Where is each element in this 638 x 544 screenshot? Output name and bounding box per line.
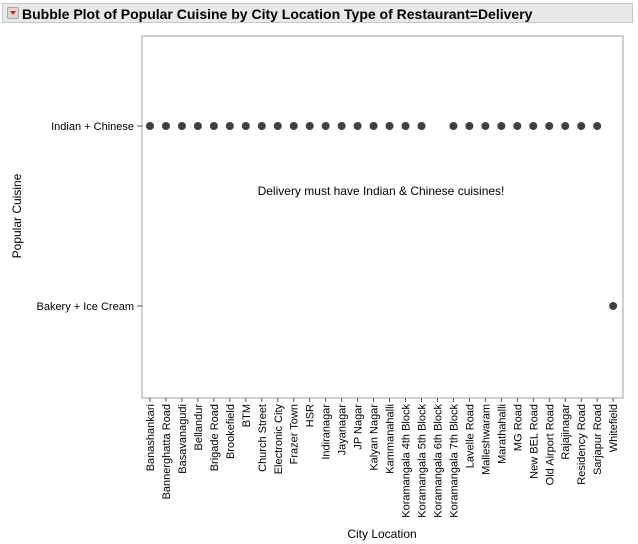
data-point[interactable] <box>161 122 170 130</box>
data-point[interactable] <box>481 122 490 130</box>
data-point[interactable] <box>369 122 378 130</box>
report-title: Bubble Plot of Popular Cuisine by City L… <box>22 6 533 22</box>
x-axis-title: City Location <box>347 527 416 541</box>
x-tick-label: BTM <box>241 404 253 427</box>
report-title-bar: Bubble Plot of Popular Cuisine by City L… <box>2 3 633 23</box>
data-point[interactable] <box>465 122 474 130</box>
data-point[interactable] <box>561 122 570 130</box>
x-tick-label: Koramangala 4th Block <box>401 404 413 518</box>
red-triangle-menu-icon[interactable] <box>7 7 19 19</box>
y-axis-title: Popular Cuisine <box>10 173 24 258</box>
data-point[interactable] <box>529 122 538 130</box>
data-point[interactable] <box>273 122 282 130</box>
annotation-text: Delivery must have Indian & Chinese cuis… <box>258 184 505 198</box>
x-tick-label: Frazer Town <box>289 404 301 464</box>
x-tick-label: Jayanagar <box>337 404 349 456</box>
x-tick-label: Residency Road <box>576 404 588 485</box>
x-tick-label: Koramangala 5th Block <box>416 404 428 518</box>
x-tick-label: Bannerghatta Road <box>161 404 173 499</box>
data-point[interactable] <box>193 122 202 130</box>
data-point[interactable] <box>146 122 154 130</box>
x-tick-label: Malleshwaram <box>480 404 492 475</box>
x-tick-label: Basavanagudi <box>177 404 189 474</box>
x-tick-label: Brigade Road <box>209 404 221 471</box>
x-tick-label: Brookefield <box>225 404 237 459</box>
data-point[interactable] <box>577 122 586 130</box>
x-tick-label: Kammanahalli <box>385 404 397 474</box>
data-point[interactable] <box>353 122 362 130</box>
x-tick-label: Electronic City <box>273 404 285 475</box>
data-point[interactable] <box>449 122 458 130</box>
data-point[interactable] <box>289 122 298 130</box>
x-tick-label: Bellandur <box>193 404 205 451</box>
x-tick-label: Koramangala 6th Block <box>432 404 444 518</box>
x-tick-label: Rajajinagar <box>560 404 572 460</box>
data-point[interactable] <box>417 122 426 130</box>
data-point[interactable] <box>241 122 250 130</box>
data-point[interactable] <box>321 122 330 130</box>
data-point[interactable] <box>257 122 266 130</box>
data-point[interactable] <box>497 122 506 130</box>
x-tick-label: Marathahalli <box>496 404 508 464</box>
x-tick-label: Indiranagar <box>321 404 333 460</box>
x-tick-label: Church Street <box>257 404 269 472</box>
x-tick-label: Old Airport Road <box>544 404 556 485</box>
x-tick-label: MG Road <box>512 404 524 451</box>
data-point[interactable] <box>337 122 346 130</box>
x-tick-label: Banashankari <box>145 404 157 471</box>
data-point[interactable] <box>305 122 314 130</box>
x-tick-label: HSR <box>305 404 317 427</box>
x-tick-label: Sarjapur Road <box>592 404 604 475</box>
y-tick-label: Indian + Chinese <box>51 121 134 133</box>
data-point[interactable] <box>177 122 186 130</box>
x-tick-label: Kalyan Nagar <box>369 404 381 471</box>
data-point[interactable] <box>225 122 234 130</box>
x-tick-label: Lavelle Road <box>464 404 476 468</box>
data-point[interactable] <box>545 122 554 130</box>
data-point[interactable] <box>209 122 218 130</box>
data-point[interactable] <box>385 122 394 130</box>
y-tick-label: Bakery + Ice Cream <box>36 301 134 313</box>
data-point[interactable] <box>513 122 522 130</box>
x-tick-label: Koramangala 7th Block <box>448 404 460 518</box>
data-point[interactable] <box>401 122 410 130</box>
data-point[interactable] <box>593 122 602 130</box>
data-point[interactable] <box>609 302 618 310</box>
x-tick-label: New BEL Road <box>528 404 540 479</box>
plot-frame <box>141 35 624 399</box>
x-tick-label: JP Nagar <box>353 404 365 450</box>
x-tick-label: Whitefield <box>608 404 620 452</box>
